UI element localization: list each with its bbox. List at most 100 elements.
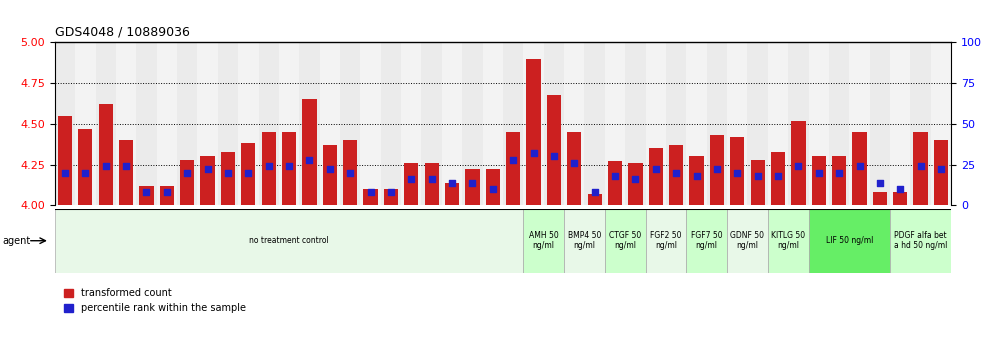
- Point: [505, 157, 521, 162]
- Point: [261, 164, 277, 169]
- Bar: [628, 163, 642, 205]
- Point: [668, 170, 684, 176]
- Bar: [689, 156, 703, 205]
- Point: [199, 167, 215, 172]
- Text: FGF2 50
ng/ml: FGF2 50 ng/ml: [650, 231, 681, 250]
- Point: [791, 164, 807, 169]
- Bar: [934, 140, 948, 205]
- Bar: [547, 95, 561, 205]
- Bar: [523, 209, 564, 273]
- Bar: [527, 59, 541, 205]
- Bar: [768, 42, 788, 205]
- Bar: [727, 209, 768, 273]
- Bar: [710, 135, 724, 205]
- Bar: [445, 183, 459, 205]
- Legend: transformed count, percentile rank within the sample: transformed count, percentile rank withi…: [60, 285, 250, 317]
- Bar: [669, 145, 683, 205]
- Bar: [625, 42, 645, 205]
- Bar: [605, 209, 645, 273]
- Bar: [383, 189, 398, 205]
- Bar: [605, 42, 625, 205]
- Bar: [442, 42, 462, 205]
- Point: [688, 173, 704, 179]
- Bar: [343, 140, 358, 205]
- Bar: [809, 209, 890, 273]
- Text: LIF 50 ng/ml: LIF 50 ng/ml: [826, 236, 873, 245]
- Point: [464, 180, 480, 185]
- Bar: [262, 132, 276, 205]
- Point: [383, 189, 399, 195]
- Bar: [666, 42, 686, 205]
- Bar: [380, 42, 401, 205]
- Point: [647, 167, 663, 172]
- Bar: [648, 148, 663, 205]
- Bar: [323, 145, 337, 205]
- Bar: [544, 42, 564, 205]
- Bar: [809, 42, 829, 205]
- Bar: [853, 132, 867, 205]
- Point: [98, 164, 114, 169]
- Point: [729, 170, 745, 176]
- Bar: [364, 189, 377, 205]
- Bar: [200, 156, 215, 205]
- Bar: [58, 116, 72, 205]
- Point: [159, 189, 175, 195]
- Bar: [99, 104, 113, 205]
- Bar: [159, 186, 174, 205]
- Bar: [686, 209, 727, 273]
- Bar: [139, 186, 153, 205]
- Bar: [218, 42, 238, 205]
- Point: [608, 173, 623, 179]
- Bar: [870, 42, 890, 205]
- Bar: [564, 42, 585, 205]
- Bar: [730, 137, 744, 205]
- Text: no treatment control: no treatment control: [249, 236, 329, 245]
- Point: [872, 180, 887, 185]
- Point: [567, 160, 583, 166]
- Point: [526, 150, 542, 156]
- Bar: [608, 161, 622, 205]
- Text: agent: agent: [2, 236, 30, 246]
- Bar: [299, 42, 320, 205]
- Bar: [931, 42, 951, 205]
- Bar: [55, 42, 75, 205]
- Bar: [707, 42, 727, 205]
- Text: GDS4048 / 10889036: GDS4048 / 10889036: [55, 26, 189, 39]
- Bar: [75, 42, 96, 205]
- Text: KITLG 50
ng/ml: KITLG 50 ng/ml: [771, 231, 805, 250]
- Point: [343, 170, 359, 176]
- Bar: [585, 42, 605, 205]
- Bar: [564, 209, 605, 273]
- Bar: [401, 42, 421, 205]
- Point: [627, 176, 643, 182]
- Bar: [850, 42, 870, 205]
- Bar: [119, 140, 133, 205]
- Bar: [180, 160, 194, 205]
- Point: [892, 186, 908, 192]
- Point: [852, 164, 868, 169]
- Point: [403, 176, 419, 182]
- Bar: [747, 42, 768, 205]
- Point: [363, 189, 378, 195]
- Bar: [279, 42, 299, 205]
- Point: [179, 170, 195, 176]
- Bar: [241, 143, 255, 205]
- Bar: [282, 132, 296, 205]
- Text: AMH 50
ng/ml: AMH 50 ng/ml: [529, 231, 559, 250]
- Bar: [788, 42, 809, 205]
- Bar: [588, 194, 602, 205]
- Bar: [829, 42, 850, 205]
- Bar: [303, 99, 317, 205]
- Bar: [645, 42, 666, 205]
- Bar: [771, 152, 785, 205]
- Bar: [483, 42, 503, 205]
- Bar: [486, 170, 500, 205]
- Point: [750, 173, 766, 179]
- Point: [423, 176, 439, 182]
- Bar: [890, 42, 910, 205]
- Bar: [361, 42, 380, 205]
- Bar: [503, 42, 523, 205]
- Bar: [727, 42, 747, 205]
- Bar: [79, 129, 93, 205]
- Bar: [523, 42, 544, 205]
